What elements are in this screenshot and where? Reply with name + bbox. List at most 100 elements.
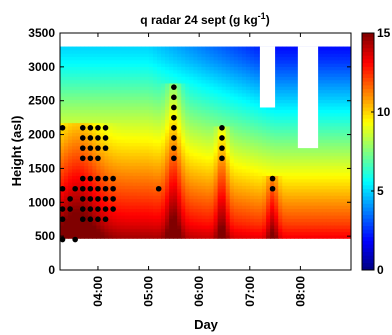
field-cell [60, 69, 65, 74]
field-cell [266, 185, 271, 190]
field-cell [136, 221, 142, 226]
field-cell [221, 92, 227, 97]
field-cell [290, 112, 296, 117]
colorbar-step [362, 184, 374, 190]
field-cell [229, 231, 235, 236]
field-cell [148, 125, 154, 130]
field-cell [266, 168, 271, 173]
field-cell [104, 109, 110, 114]
field-cell [318, 195, 324, 200]
field-cell [229, 228, 235, 233]
field-cell [76, 99, 81, 104]
field-cell [278, 185, 283, 190]
field-cell [84, 106, 89, 110]
field-cell [286, 185, 291, 190]
field-cell [314, 185, 320, 190]
field-cell [225, 178, 231, 183]
field-cell [278, 205, 283, 210]
field-cell [181, 72, 186, 77]
field-cell [318, 56, 324, 61]
field-cell [262, 198, 267, 203]
field-cell [68, 142, 73, 147]
field-cell [120, 228, 126, 233]
field-cell [84, 188, 89, 193]
field-cell [140, 148, 146, 153]
field-cell [326, 79, 332, 84]
field-cell [318, 122, 324, 127]
field-cell [346, 79, 351, 84]
field-cell [157, 142, 162, 147]
field-cell [96, 191, 102, 196]
field-cell [60, 198, 65, 203]
field-cell [120, 205, 126, 210]
field-cell [278, 125, 283, 130]
field-cell [108, 79, 114, 84]
field-cell [205, 152, 211, 157]
field-cell [213, 66, 219, 71]
field-cell [108, 191, 114, 196]
field-cell [165, 152, 170, 157]
field-cell [270, 115, 275, 120]
field-cell [189, 165, 194, 170]
field-cell [92, 82, 97, 87]
field-cell [193, 175, 199, 180]
field-cell [152, 102, 158, 107]
field-cell [314, 195, 320, 200]
field-cell [201, 89, 207, 94]
field-cell [302, 172, 308, 176]
field-cell [338, 148, 344, 153]
field-cell [258, 182, 263, 186]
field-cell [193, 72, 199, 77]
field-cell [193, 82, 199, 87]
field-cell [100, 106, 106, 110]
field-cell [245, 59, 251, 64]
field-cell [282, 185, 287, 190]
field-cell [148, 158, 154, 163]
field-cell [294, 198, 300, 203]
field-cell [181, 69, 186, 74]
field-cell [217, 53, 223, 58]
field-cell [189, 201, 194, 206]
field-cell [169, 49, 174, 54]
field-cell [169, 46, 174, 51]
field-cell [262, 201, 267, 206]
field-cell [181, 56, 186, 61]
field-cell [290, 205, 296, 210]
field-cell [120, 208, 126, 213]
field-cell [225, 142, 231, 147]
field-cell [165, 122, 170, 127]
field-cell [197, 119, 203, 124]
field-cell [346, 125, 351, 130]
field-cell [254, 205, 259, 210]
field-cell [140, 205, 146, 210]
field-cell [290, 221, 296, 226]
field-cell [282, 148, 287, 153]
field-cell [64, 148, 69, 153]
field-cell [217, 106, 223, 110]
field-cell [193, 135, 199, 140]
field-cell [124, 211, 130, 216]
field-cell [92, 172, 97, 176]
field-cell [100, 215, 106, 219]
field-cell [233, 158, 239, 163]
field-cell [128, 142, 134, 147]
field-cell [249, 125, 255, 130]
field-cell [152, 228, 158, 233]
field-cell [274, 66, 279, 71]
field-cell [330, 201, 336, 206]
field-cell [100, 66, 106, 71]
field-cell [144, 132, 150, 137]
field-cell [124, 145, 130, 150]
field-cell [120, 132, 126, 137]
field-cell [262, 155, 267, 160]
field-cell [197, 129, 203, 134]
field-cell [290, 102, 296, 107]
field-cell [326, 106, 332, 110]
field-cell [306, 218, 312, 223]
field-cell [254, 59, 259, 64]
colorbar-step [362, 177, 374, 182]
field-cell [128, 221, 134, 226]
field-cell [326, 172, 332, 176]
field-cell [205, 168, 211, 173]
field-cell [197, 49, 203, 54]
